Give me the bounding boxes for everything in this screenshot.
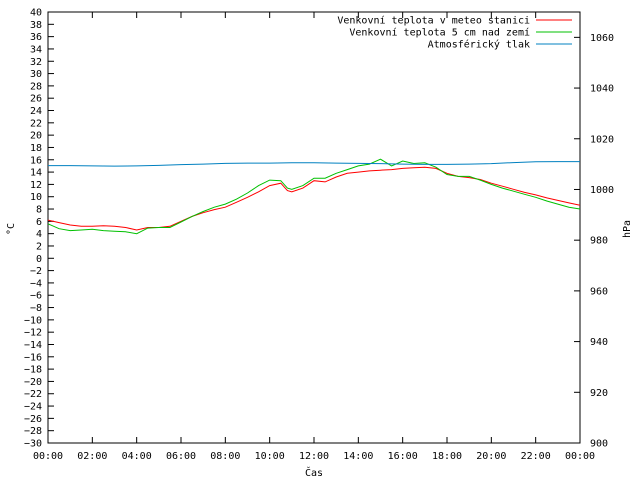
y-tick-label: 10 [30, 192, 42, 203]
y-tick-label: −28 [24, 426, 42, 437]
y-tick-label: −22 [24, 389, 42, 400]
x-axis-label: Čas [305, 466, 323, 479]
y2-tick-label: 980 [590, 236, 608, 247]
series-line-1 [47, 166, 581, 231]
y-tick-label: 20 [30, 131, 42, 142]
x-tick-label: 04:00 [122, 451, 152, 462]
y-tick-label: −10 [24, 315, 42, 326]
y-tick-label: 24 [30, 106, 42, 117]
y-tick-label: 18 [30, 143, 42, 154]
y-tick-label: −16 [24, 352, 42, 363]
y-tick-label: 6 [36, 217, 42, 228]
y-tick-label: 16 [30, 155, 42, 166]
legend-label-1: Venkovní teplota v meteo stanici [337, 15, 530, 27]
x-tick-label: 18:00 [432, 451, 462, 462]
y2-tick-label: 920 [590, 388, 608, 399]
y-tick-label: 32 [30, 57, 42, 68]
y-tick-label: 0 [36, 254, 42, 265]
y-tick-label: 12 [30, 180, 42, 191]
y2-tick-label: 1040 [590, 84, 614, 95]
y-tick-label: 26 [30, 94, 42, 105]
y-tick-label: −12 [24, 328, 42, 339]
y-tick-label: −8 [30, 303, 42, 314]
x-tick-label: 12:00 [299, 451, 329, 462]
right-axis: 1060 1040 1020 1000 980 960 940 920 900 [574, 33, 614, 450]
y2-tick-label: 1020 [590, 134, 614, 145]
y-tick-label: −14 [24, 340, 42, 351]
legend-label-3: Atmosférický tlak [428, 39, 530, 51]
y-tick-label: 36 [30, 32, 42, 43]
x-tick-label: 20:00 [476, 451, 506, 462]
x-tick-label: 14:00 [343, 451, 373, 462]
y-tick-label: −26 [24, 414, 42, 425]
y2-tick-label: 960 [590, 286, 608, 297]
x-tick-label: 08:00 [210, 451, 240, 462]
left-axis: 4038363432302826242220181614121086420−2−… [24, 8, 54, 450]
y2-tick-label: 1000 [590, 185, 614, 196]
y-tick-label: −18 [24, 365, 42, 376]
y-tick-label: 28 [30, 81, 42, 92]
y-tick-label: 30 [30, 69, 42, 80]
legend: Venkovní teplota v meteo staniciVenkovní… [337, 15, 572, 51]
y-tick-label: 2 [36, 241, 42, 252]
y-tick-label: −20 [24, 377, 42, 388]
y-tick-label: 4 [36, 229, 42, 240]
x-tick-label: 06:00 [166, 451, 196, 462]
y-tick-label: 22 [30, 118, 42, 129]
series-line-2 [47, 158, 581, 235]
y-tick-label: 38 [30, 20, 42, 31]
x-tick-label: 10:00 [255, 451, 285, 462]
legend-label-2: Venkovní teplota 5 cm nad zemí [349, 27, 530, 39]
series-line-3 [48, 161, 580, 167]
x-tick-label: 02:00 [77, 451, 107, 462]
x-tick-label: 16:00 [388, 451, 418, 462]
series-lines [47, 158, 581, 235]
y-tick-label: −30 [24, 439, 42, 450]
x-tick-label: 00:00 [565, 451, 595, 462]
y-tick-label: −2 [30, 266, 42, 277]
y-tick-label: 40 [30, 8, 42, 19]
y-axis-label: °C [6, 223, 17, 235]
y-tick-label: −24 [24, 402, 42, 413]
y2-tick-label: 1060 [590, 33, 614, 44]
x-tick-label: 22:00 [521, 451, 551, 462]
y-tick-label: −6 [30, 291, 42, 302]
x-tick-label: 00:00 [33, 451, 63, 462]
y-tick-label: −4 [30, 278, 42, 289]
y-tick-label: 8 [36, 205, 42, 216]
y2-tick-label: 900 [590, 439, 608, 450]
y-tick-label: 14 [30, 168, 42, 179]
x-axis: 00:00 02:00 04:00 06:00 08:00 10:00 12:00 14:00… [33, 12, 595, 462]
y-tick-label: 34 [30, 44, 42, 55]
y2-tick-label: 940 [590, 337, 608, 348]
y2-axis-label: hPa [622, 220, 633, 238]
